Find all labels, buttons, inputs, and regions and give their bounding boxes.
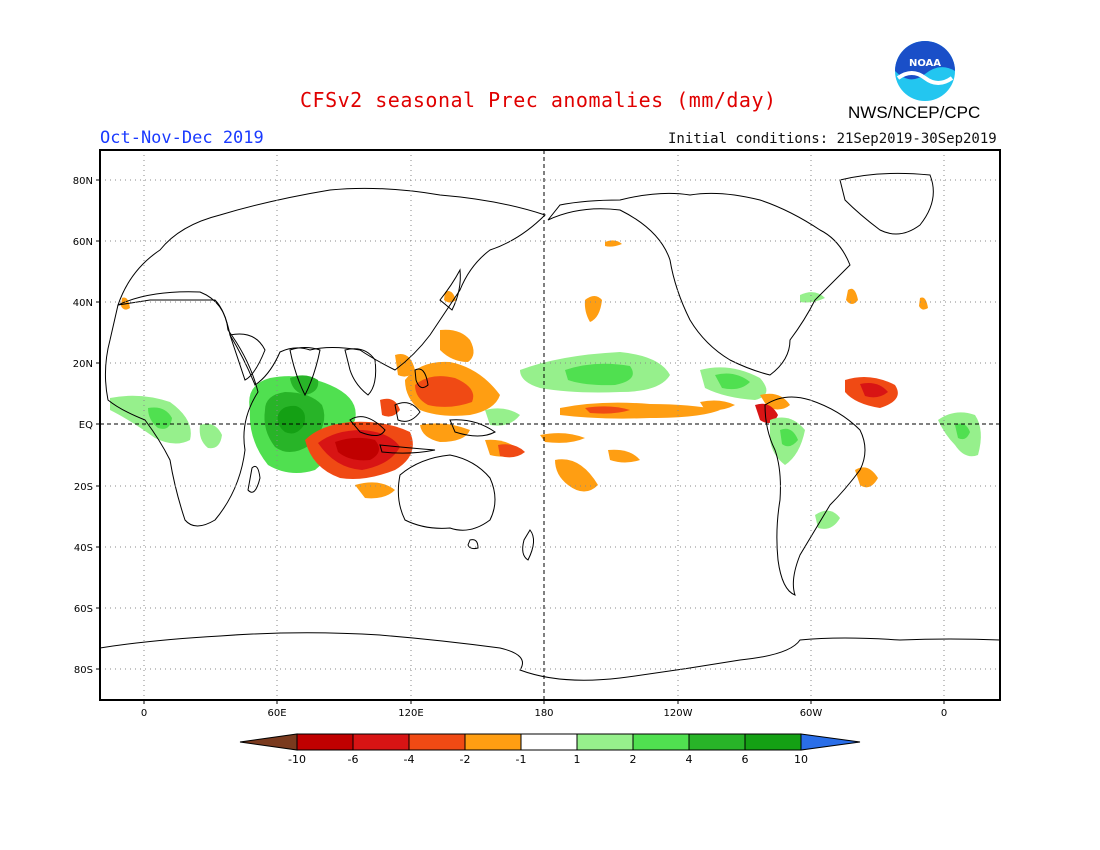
legend-label: -10: [288, 753, 306, 766]
lat-label: 20S: [74, 482, 93, 493]
lat-label: 40N: [73, 298, 93, 309]
legend-label: 10: [794, 753, 808, 766]
legend-label: -1: [516, 753, 527, 766]
legend-label: -4: [404, 753, 415, 766]
lat-label: 40S: [74, 543, 93, 554]
legend-swatch: [352, 733, 410, 751]
legend-swatch-lt-m10: [239, 733, 298, 751]
legend-label: 4: [686, 753, 693, 766]
map-panel: 80N 60N 40N 20N EQ 20S 40S 60S 80S 0 60E…: [73, 149, 1001, 719]
lat-label: 80S: [74, 665, 93, 676]
lat-label: EQ: [79, 420, 93, 431]
legend-swatch: [296, 733, 354, 751]
svg-text:NOAA: NOAA: [909, 58, 941, 69]
reference-lines: [100, 150, 1000, 700]
agency-label: NWS/NCEP/CPC: [848, 103, 981, 122]
legend-swatch: [632, 733, 690, 751]
lon-label: 0: [941, 708, 947, 719]
legend-swatch: [688, 733, 746, 751]
lon-label: 180: [534, 708, 553, 719]
lat-label: 60N: [73, 237, 93, 248]
legend-swatch: [520, 733, 578, 751]
anomaly-patches: [110, 240, 981, 529]
lon-label: 60E: [267, 708, 286, 719]
graticule: [100, 150, 1000, 700]
lon-label: 120W: [664, 708, 693, 719]
lat-label: 20N: [73, 359, 93, 370]
lon-label: 60W: [800, 708, 823, 719]
noaa-logo-icon: NOAA: [895, 41, 955, 101]
lon-label: 0: [141, 708, 147, 719]
legend-label: 6: [742, 753, 749, 766]
lon-label: 120E: [398, 708, 423, 719]
lat-label: 80N: [73, 176, 93, 187]
legend-swatch: [408, 733, 466, 751]
legend-swatch: [744, 733, 802, 751]
initial-conditions: Initial conditions: 21Sep2019-30Sep2019: [668, 131, 997, 147]
legend-swatch: [576, 733, 634, 751]
legend-label: 2: [630, 753, 637, 766]
forecast-period: Oct-Nov-Dec 2019: [100, 128, 264, 148]
legend-swatch: [464, 733, 522, 751]
legend-label: -2: [460, 753, 471, 766]
legend-swatch-gt-10: [800, 733, 861, 751]
map-frame: [99, 149, 1001, 701]
legend-label: 1: [574, 753, 581, 766]
legend-label: -6: [348, 753, 359, 766]
coastlines: [99, 172, 1001, 681]
map-title: CFSv2 seasonal Prec anomalies (mm/day): [300, 88, 777, 112]
color-legend: [239, 733, 861, 751]
lat-label: 60S: [74, 604, 93, 615]
